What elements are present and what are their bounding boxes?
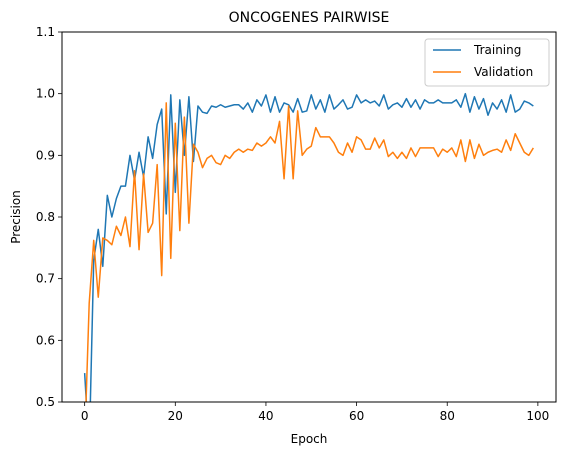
chart-title: ONCOGENES PAIRWISE [229,10,390,26]
x-axis-ticks: 0 20 40 60 80 100 [81,402,549,423]
x-tick-label: 0 [81,409,89,423]
x-axis-label: Epoch [291,432,328,446]
plot-frame [61,31,557,403]
x-tick-label: 80 [440,409,455,423]
series-line-training [83,92,534,402]
y-tick-label: 1.1 [36,25,55,39]
y-tick-label: 1.0 [36,87,55,101]
y-axis-label: Precision [9,190,23,244]
series-line-validation [85,102,534,402]
legend-label-validation: Validation [474,65,533,79]
x-tick-label: 20 [168,409,183,423]
series-layer [83,92,534,402]
x-tick-label: 100 [526,409,549,423]
y-tick-label: 0.8 [36,210,55,224]
y-tick-label: 0.9 [36,148,55,162]
x-tick-label: 40 [258,409,273,423]
y-tick-label: 0.6 [36,333,55,347]
legend: Training Validation [424,38,550,87]
y-tick-label: 0.7 [36,272,55,286]
x-tick-label: 60 [349,409,364,423]
y-axis-ticks: 0.5 0.6 0.7 0.8 0.9 1.0 1.1 [36,25,62,409]
legend-label-training: Training [473,43,521,57]
y-tick-label: 0.5 [36,395,55,409]
